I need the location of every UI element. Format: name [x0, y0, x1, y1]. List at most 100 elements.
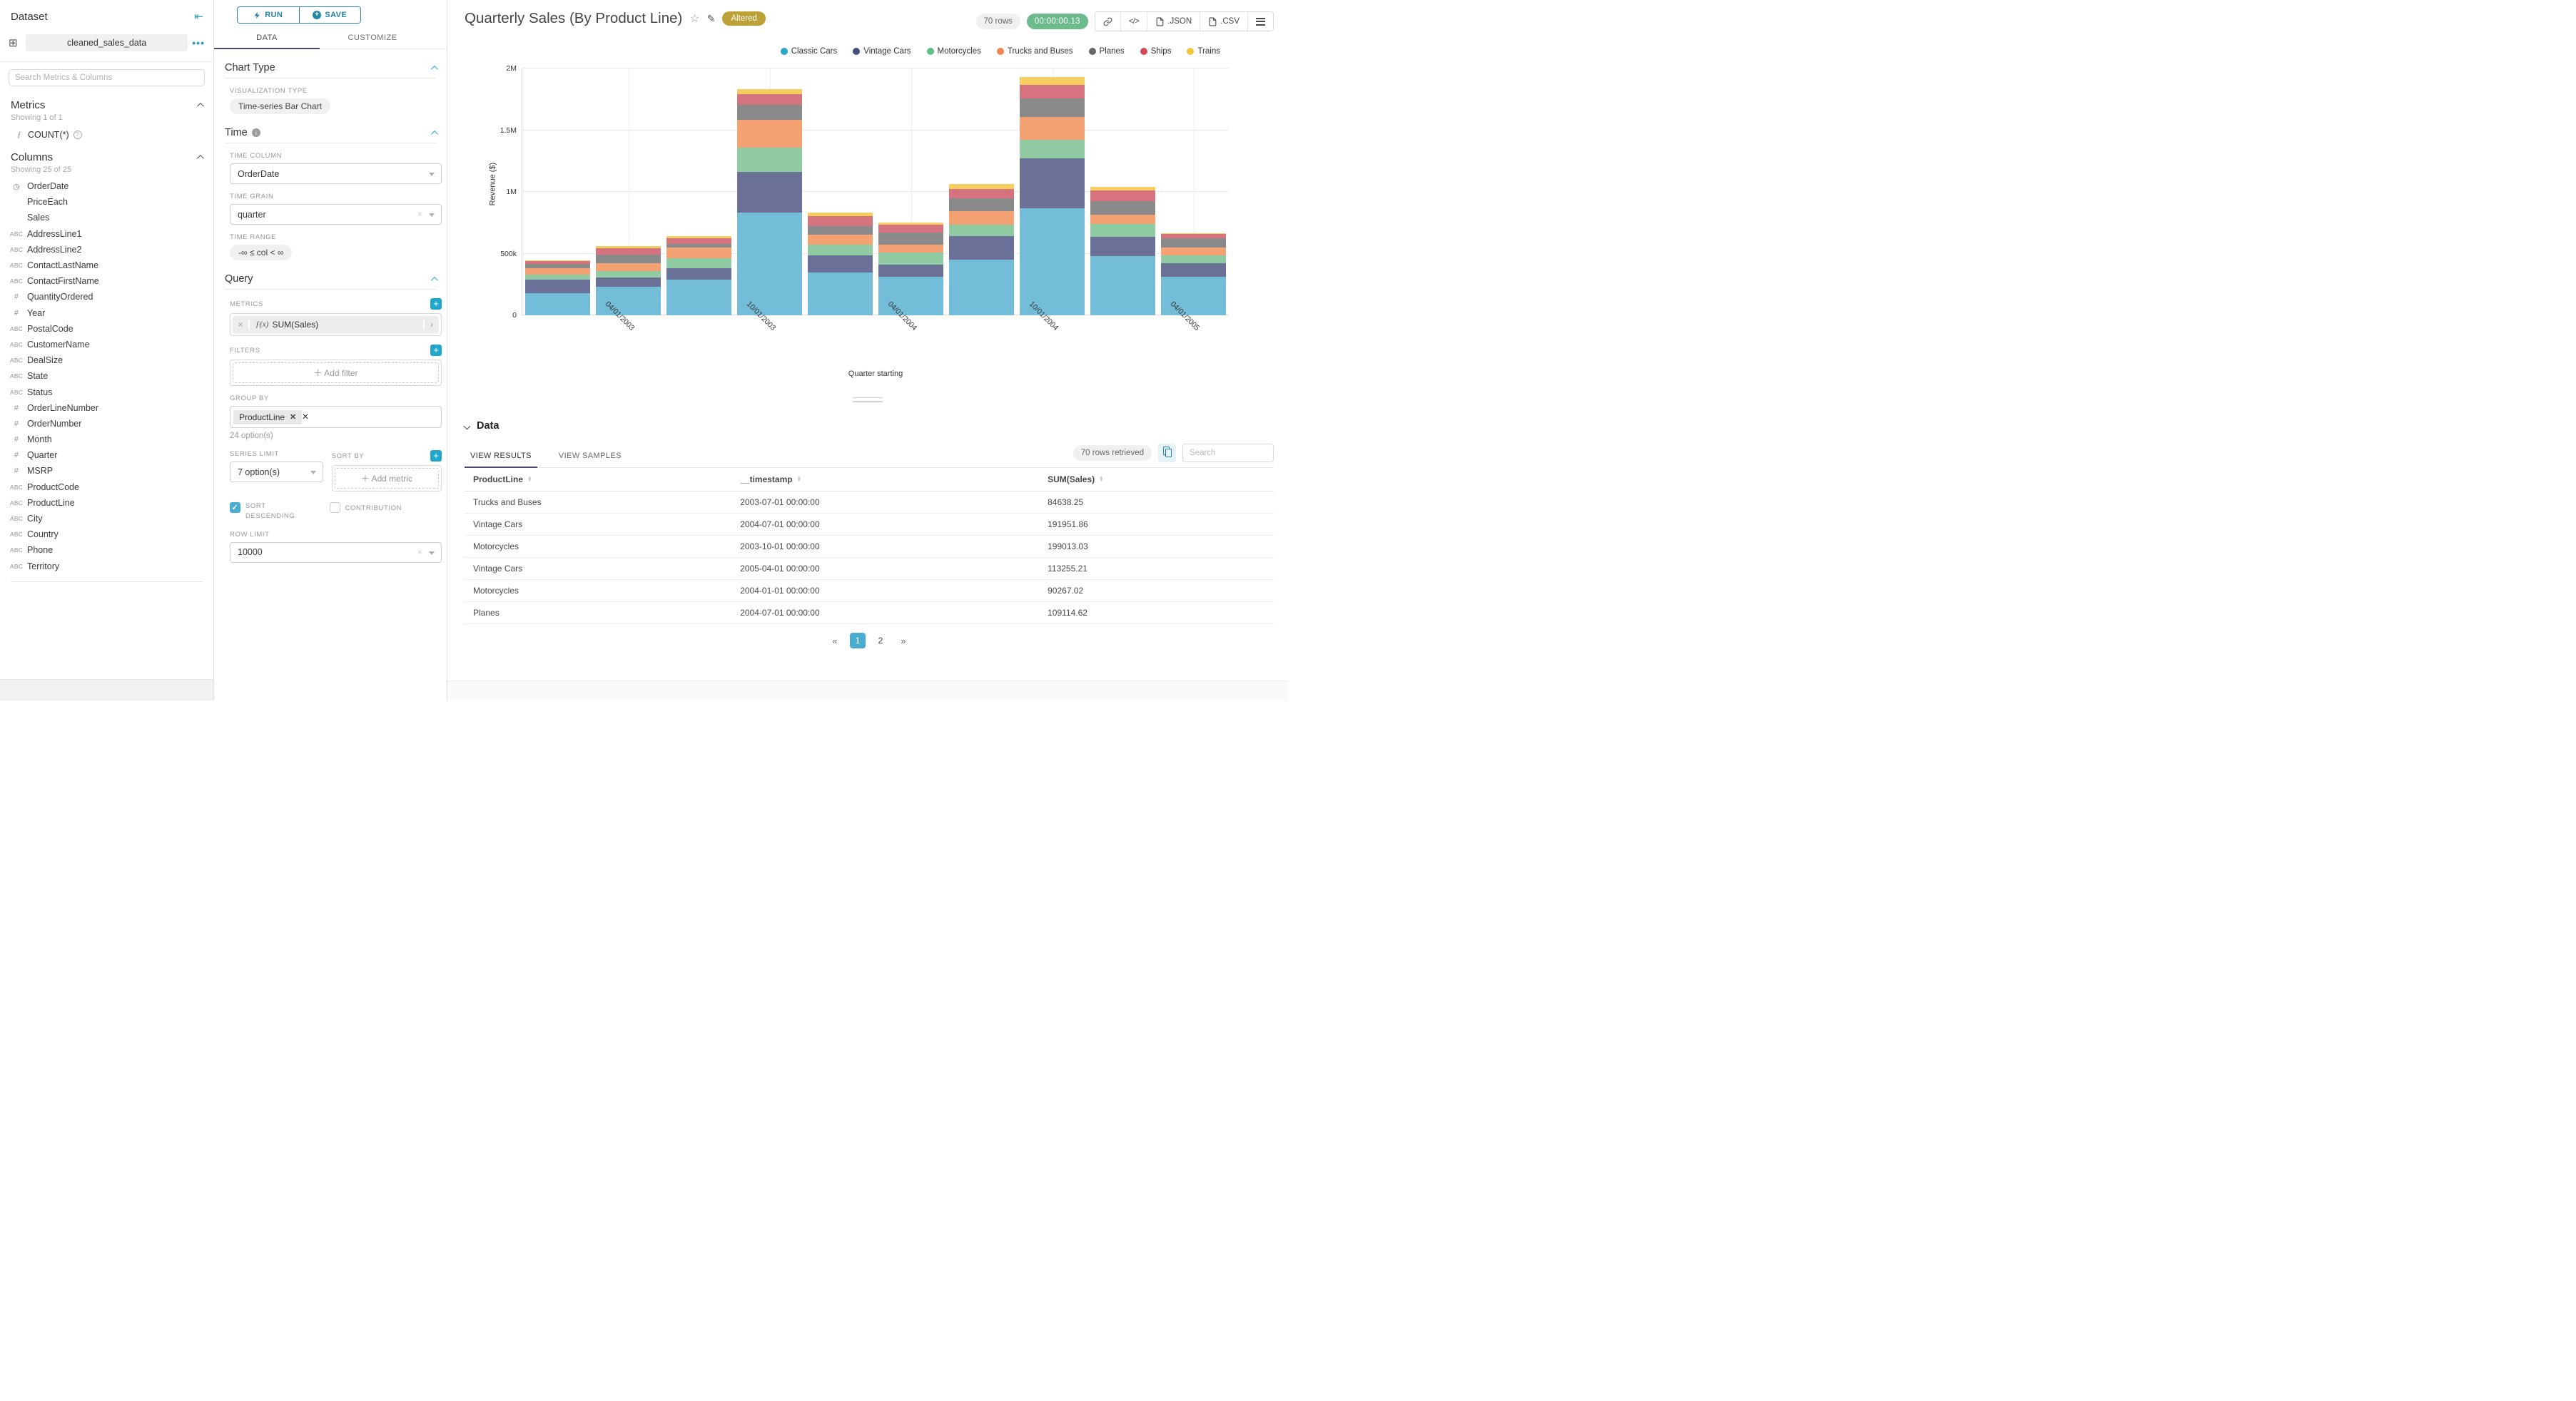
embed-code-button[interactable]: </>	[1120, 12, 1147, 31]
legend-item-motorcycles[interactable]: Motorcycles	[926, 47, 981, 56]
visualization-type-value[interactable]: Time-series Bar Chart	[230, 98, 330, 114]
tab-customize[interactable]: CUSTOMIZE	[348, 34, 397, 42]
bar-segment-trains[interactable]	[1090, 187, 1156, 191]
bar-segment-trucks-and-buses[interactable]	[1019, 116, 1085, 140]
legend-item-planes[interactable]: Planes	[1088, 47, 1125, 56]
bar-segment-classic-cars[interactable]	[1090, 255, 1156, 315]
stacked-bar-2005-01-01[interactable]	[1090, 187, 1156, 315]
bar-segment-vintage-cars[interactable]	[807, 255, 873, 273]
time-range-value[interactable]: -∞ ≤ col < ∞	[230, 245, 293, 260]
remove-tag-icon[interactable]: ✕	[290, 413, 297, 422]
column-header-productline[interactable]: ProductLine ▲ ▼	[473, 474, 532, 484]
column-item-contactfirstname[interactable]: ABC ContactFirstName	[0, 273, 213, 289]
chart-type-collapse-icon[interactable]	[430, 65, 438, 73]
legend-item-ships[interactable]: Ships	[1140, 47, 1171, 56]
bar-segment-motorcycles[interactable]	[1160, 255, 1227, 263]
add-sort-metric-button[interactable]: +	[430, 450, 442, 462]
query-collapse-icon[interactable]	[430, 276, 438, 284]
stacked-bar-2004-01-01[interactable]	[807, 212, 873, 315]
bar-segment-planes[interactable]	[1019, 98, 1085, 117]
stacked-bar-2004-04-01[interactable]	[878, 223, 944, 315]
column-item-state[interactable]: ABC State	[0, 368, 213, 384]
group-by-select[interactable]: ProductLine ✕ ×	[230, 406, 442, 428]
stacked-bar-2004-07-01[interactable]	[948, 184, 1015, 315]
search-metrics-columns-input[interactable]	[9, 69, 205, 86]
bar-segment-ships[interactable]	[736, 93, 803, 106]
add-filter-button[interactable]: +	[430, 345, 442, 356]
bar-segment-motorcycles[interactable]	[595, 271, 661, 277]
bar-segment-trains[interactable]	[878, 223, 944, 225]
clear-icon[interactable]: ×	[417, 546, 422, 557]
series-limit-select[interactable]: 7 option(s)	[230, 462, 323, 482]
bar-segment-vintage-cars[interactable]	[524, 279, 591, 293]
column-header-sum-sales-[interactable]: SUM(Sales) ▲ ▼	[1048, 474, 1104, 484]
bar-segment-vintage-cars[interactable]	[1160, 263, 1227, 277]
bar-segment-trucks-and-buses[interactable]	[1090, 215, 1156, 224]
time-column-select[interactable]: OrderDate	[230, 163, 442, 184]
stacked-bar-2004-10-01[interactable]	[1019, 77, 1085, 315]
pagination-next[interactable]: »	[901, 635, 906, 646]
add-metric-button[interactable]: +	[430, 298, 442, 310]
bar-segment-motorcycles[interactable]	[1090, 224, 1156, 238]
legend-item-trucks-and-buses[interactable]: Trucks and Buses	[996, 47, 1073, 56]
bar-segment-vintage-cars[interactable]	[736, 172, 803, 213]
bar-segment-classic-cars[interactable]	[595, 287, 661, 315]
tab-data[interactable]: DATA	[214, 34, 320, 49]
column-item-contactlastname[interactable]: ABC ContactLastName	[0, 258, 213, 273]
bar-segment-classic-cars[interactable]	[1160, 277, 1227, 315]
panel-resize-handle[interactable]	[853, 394, 883, 405]
metric-help-icon[interactable]: ?	[73, 130, 82, 139]
bar-segment-trains[interactable]	[524, 260, 591, 261]
column-item-priceeach[interactable]: PriceEach	[0, 194, 213, 210]
chart-plot-area[interactable]: Revenue ($) 0 500k 1M 1.5M 2M	[488, 64, 1229, 320]
pagination-page-1[interactable]: 1	[850, 633, 866, 648]
columns-collapse-icon[interactable]	[196, 154, 204, 162]
metric-pill[interactable]: × ƒ(x) SUM(Sales) ›	[233, 316, 439, 333]
bar-segment-ships[interactable]	[948, 188, 1015, 198]
column-item-territory[interactable]: ABC Territory	[0, 559, 213, 574]
bar-segment-trucks-and-buses[interactable]	[1160, 248, 1227, 256]
run-button[interactable]: RUN	[238, 7, 299, 23]
bar-segment-trains[interactable]	[666, 235, 732, 238]
column-item-productline[interactable]: ABC ProductLine	[0, 495, 213, 511]
bar-segment-motorcycles[interactable]	[736, 147, 803, 173]
bar-segment-planes[interactable]	[1090, 201, 1156, 215]
bar-segment-vintage-cars[interactable]	[1019, 158, 1085, 208]
column-item-addressline2[interactable]: ABC AddressLine2	[0, 242, 213, 258]
collapse-sidebar-icon[interactable]: ⇤	[194, 11, 203, 23]
bar-segment-trains[interactable]	[1160, 233, 1227, 235]
more-options-menu-button[interactable]	[1247, 12, 1273, 31]
stacked-bar-2003-01-01[interactable]	[524, 260, 591, 315]
column-item-sales[interactable]: Sales	[0, 210, 213, 225]
bar-segment-ships[interactable]	[1090, 190, 1156, 202]
column-item-phone[interactable]: ABC Phone	[0, 542, 213, 558]
time-grain-select[interactable]: quarter ×	[230, 204, 442, 225]
bar-segment-motorcycles[interactable]	[948, 224, 1015, 236]
bar-segment-motorcycles[interactable]	[1019, 139, 1085, 159]
sort-icon[interactable]: ▲ ▼	[527, 474, 532, 483]
legend-item-classic-cars[interactable]: Classic Cars	[780, 47, 837, 56]
bar-segment-classic-cars[interactable]	[807, 272, 873, 315]
column-item-quantityordered[interactable]: # QuantityOrdered	[0, 289, 213, 305]
dataset-name[interactable]: cleaned_sales_data	[26, 34, 188, 51]
bar-segment-planes[interactable]	[948, 198, 1015, 212]
copy-data-button[interactable]	[1158, 444, 1176, 462]
bar-segment-classic-cars[interactable]	[524, 292, 591, 315]
column-item-productcode[interactable]: ABC ProductCode	[0, 479, 213, 495]
bar-segment-motorcycles[interactable]	[807, 244, 873, 256]
bar-segment-ships[interactable]	[807, 215, 873, 226]
bar-segment-trains[interactable]	[736, 88, 803, 94]
column-item-orderdate[interactable]: ◷ OrderDate	[0, 178, 213, 194]
bar-segment-trains[interactable]	[1019, 77, 1085, 86]
column-item-dealsize[interactable]: ABC DealSize	[0, 352, 213, 368]
bar-segment-classic-cars[interactable]	[948, 260, 1015, 315]
bar-segment-motorcycles[interactable]	[666, 258, 732, 269]
column-item-addressline1[interactable]: ABC AddressLine1	[0, 226, 213, 242]
column-item-orderlinenumber[interactable]: # OrderLineNumber	[0, 400, 213, 416]
dataset-more-menu-icon[interactable]: •••	[192, 37, 205, 49]
column-item-quarter[interactable]: # Quarter	[0, 447, 213, 463]
column-item-month[interactable]: # Month	[0, 432, 213, 447]
bar-segment-motorcycles[interactable]	[878, 252, 944, 265]
metrics-collapse-icon[interactable]	[196, 102, 204, 110]
bar-segment-ships[interactable]	[666, 238, 732, 245]
